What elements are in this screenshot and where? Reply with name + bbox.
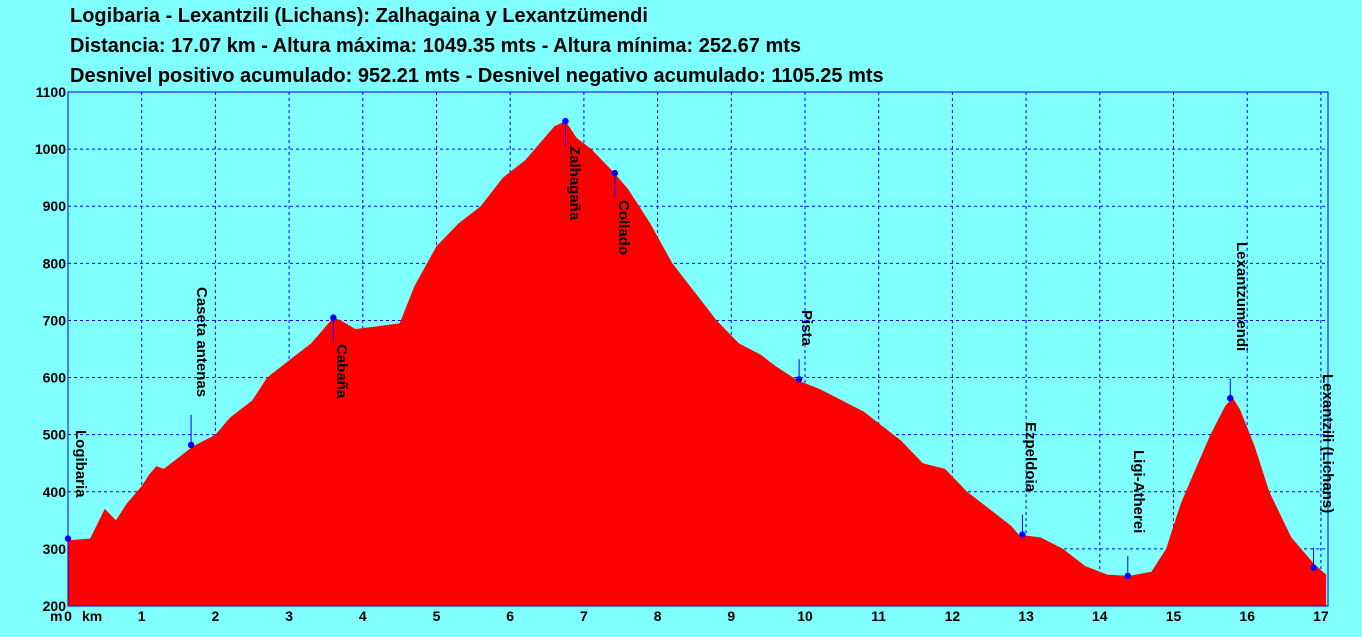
waypoint-label: Logibaria [72, 430, 89, 498]
waypoint-marker [795, 376, 803, 383]
waypoint-marker [1310, 564, 1317, 571]
x-tick-label: 16 [1239, 608, 1255, 624]
chart-title: Logibaria - Lexantzili (Lichans): Zalhag… [70, 5, 648, 27]
y-tick-label: 500 [43, 427, 67, 443]
waypoint-markers: Logibaria Caseta antenas Cabaña Zalhagaña Co… [64, 117, 1336, 580]
waypoint-label: Cabaña [333, 344, 350, 399]
x-tick-label: 12 [945, 608, 961, 624]
y-tick-label: 900 [43, 198, 67, 214]
x-tick-label: 5 [433, 608, 441, 624]
elevation-summary: Desnivel positivo acumulado: 952.21 mts … [70, 65, 884, 87]
waypoint-marker [1019, 531, 1026, 538]
waypoint-label: Caseta antenas [193, 287, 210, 397]
x-tick-label: 8 [654, 608, 662, 624]
waypoint-marker [611, 169, 619, 177]
x-tick-label: 15 [1166, 608, 1182, 624]
waypoint-marker [64, 535, 72, 542]
x-tick-label: 2 [212, 608, 220, 624]
y-tick-label: 1000 [35, 141, 66, 157]
waypoint-marker [1227, 394, 1234, 402]
plot-frame [67, 91, 1329, 607]
waypoint-label: Collado [615, 200, 632, 255]
y-tick-label: 200 [43, 598, 67, 614]
y-tick-label: 700 [43, 312, 67, 328]
y-axis-ticks: 200 300 400 500 600 700 800 900 1000 1100 [35, 84, 66, 614]
x-tick-label: 4 [359, 608, 367, 624]
x-tick-label: 1 [138, 608, 146, 624]
y-tick-label: 600 [43, 370, 67, 386]
waypoint-label: Lexantzumendi [1233, 242, 1250, 351]
y-tick-label: 400 [43, 484, 67, 500]
waypoint-label: Pista [798, 310, 815, 347]
waypoint-marker [1124, 572, 1132, 580]
waypoint-marker [187, 441, 195, 449]
x-tick-label: 10 [797, 608, 813, 624]
distance-summary: Distancia: 17.07 km - Altura máxima: 104… [70, 35, 802, 57]
x-tick-label: 11 [871, 608, 886, 624]
elevation-profile-area [68, 121, 1327, 606]
y-tick-label: 300 [43, 541, 67, 557]
waypoint-label: Ezpeldoia [1022, 422, 1039, 493]
waypoint-label: Lexantzili (Lichans) [1319, 374, 1336, 513]
x-tick-label: 17 [1313, 608, 1329, 624]
waypoint-label: Zalhagaña [566, 146, 583, 221]
x-tick-label: 6 [506, 608, 514, 624]
waypoint-marker [562, 117, 569, 125]
waypoint-label: Ligi-Atherei [1130, 450, 1147, 533]
y-tick-label: 1100 [36, 84, 67, 100]
x-tick-label: 14 [1092, 608, 1108, 624]
x-tick-label: 7 [580, 608, 588, 624]
waypoint-marker [330, 314, 337, 321]
x-tick-label: 9 [727, 608, 735, 624]
y-tick-label: 800 [43, 255, 67, 271]
x-tick-label: 0 [64, 608, 72, 624]
x-axis-unit-m: m [50, 608, 62, 624]
x-tick-label: 3 [285, 608, 293, 624]
x-axis-unit-km: km [82, 608, 102, 624]
x-tick-label: 13 [1018, 608, 1034, 624]
